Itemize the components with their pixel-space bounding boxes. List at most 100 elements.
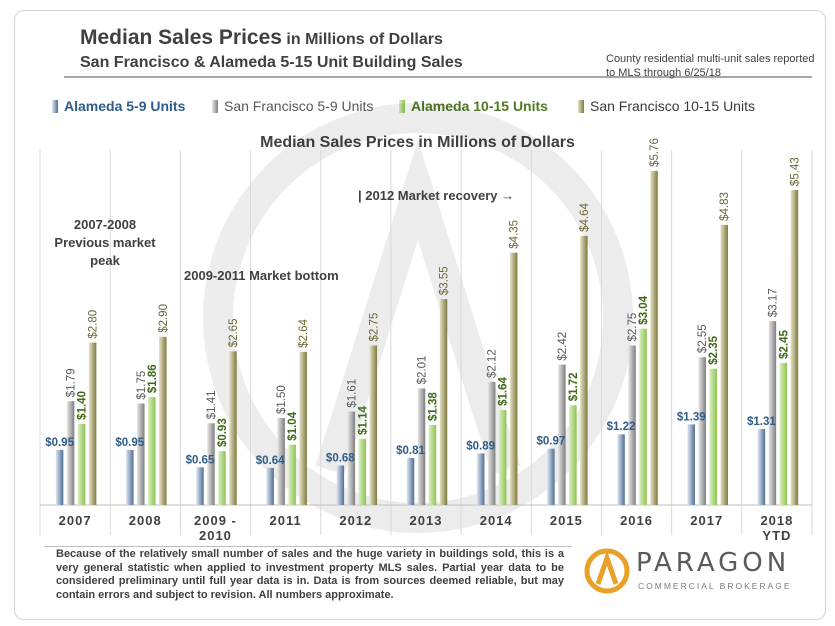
bar xyxy=(229,351,237,505)
bar xyxy=(757,429,766,505)
data-label: $1.40 xyxy=(77,391,89,420)
bar xyxy=(159,336,167,505)
data-label: $3.17 xyxy=(767,288,779,317)
data-label: $0.89 xyxy=(466,440,495,452)
bar xyxy=(650,170,658,506)
data-label: $1.50 xyxy=(276,385,288,414)
bar xyxy=(720,224,728,506)
page-subtitle: San Francisco & Alameda 5-15 Unit Buildi… xyxy=(80,54,463,71)
data-label: $0.93 xyxy=(217,418,229,447)
bar xyxy=(358,438,367,505)
data-label: $1.31 xyxy=(747,416,776,428)
data-label: $0.97 xyxy=(536,436,565,448)
bar xyxy=(709,368,717,505)
bar xyxy=(417,388,426,505)
legend-swatch xyxy=(399,99,405,113)
bar xyxy=(476,453,485,505)
chart-legend: Alameda 5-9 Units San Francisco 5-9 Unit… xyxy=(52,98,832,118)
x-tick-label: 2016 xyxy=(620,513,653,528)
bar xyxy=(207,423,215,505)
data-label: $0.95 xyxy=(45,437,74,449)
paragon-logo-icon xyxy=(584,548,630,594)
bar xyxy=(336,465,345,505)
bar xyxy=(487,382,496,505)
bar xyxy=(439,299,448,505)
bar xyxy=(288,444,296,505)
data-label: $0.81 xyxy=(396,445,425,457)
legend-item-sf-10-15: San Francisco 10-15 Units xyxy=(578,98,755,114)
legend-item-alameda-10-15: Alameda 10-15 Units xyxy=(399,98,548,114)
legend-label: San Francisco 10-15 Units xyxy=(590,98,755,114)
bar xyxy=(498,409,507,505)
bar xyxy=(580,235,588,505)
data-label: $2.80 xyxy=(88,310,100,339)
bar xyxy=(406,458,415,505)
data-label: $0.64 xyxy=(256,455,285,467)
bar xyxy=(266,467,274,505)
data-label: $1.75 xyxy=(136,371,148,400)
data-label: $2.75 xyxy=(368,313,380,342)
x-tick-label: 2008 xyxy=(129,513,162,528)
legend-item-alameda-5-9: Alameda 5-9 Units xyxy=(52,98,185,114)
bar xyxy=(299,351,307,505)
data-label: $3.55 xyxy=(439,266,451,295)
bar xyxy=(88,342,97,505)
x-tick-label: 2007 xyxy=(59,513,92,528)
title-sub: in Millions of Dollars xyxy=(281,31,443,48)
data-label: $3.04 xyxy=(638,295,650,324)
bar xyxy=(218,451,226,505)
bar xyxy=(617,434,625,505)
x-tick-label: 2017 xyxy=(690,513,723,528)
chart-x-ticks: 2007 2008 2009 -2010 2011 2012 2013 2014 2015 20… xyxy=(59,513,793,543)
legend-swatch xyxy=(52,99,58,113)
bar xyxy=(509,252,518,505)
data-label: $4.83 xyxy=(719,192,731,221)
data-label: $2.12 xyxy=(487,349,499,378)
data-label: $2.01 xyxy=(417,356,429,385)
data-label: $4.35 xyxy=(509,220,521,249)
bar xyxy=(779,362,788,505)
data-label: $5.76 xyxy=(649,138,661,167)
bar xyxy=(77,423,86,505)
logo-name: PARAGON xyxy=(636,548,791,578)
x-tick-label: 2011 xyxy=(270,513,302,528)
chart-bars xyxy=(55,170,799,506)
chart-frame xyxy=(14,10,826,620)
legend-item-sf-5-9: San Francisco 5-9 Units xyxy=(212,98,373,114)
bar xyxy=(639,328,647,505)
footer-disclaimer: Because of the relatively small number o… xyxy=(56,548,564,601)
title-main: Median Sales Prices xyxy=(80,26,282,49)
legend-label: Alameda 10-15 Units xyxy=(411,98,548,114)
data-label: $1.72 xyxy=(568,372,580,401)
bar xyxy=(137,403,145,505)
data-label: $1.86 xyxy=(147,364,159,393)
bar xyxy=(547,448,555,505)
footer-divider xyxy=(44,546,572,547)
data-label: $0.65 xyxy=(186,454,215,466)
x-tick-label: 2009 - xyxy=(194,513,237,528)
legend-label: San Francisco 5-9 Units xyxy=(224,98,374,114)
annotation-market-bottom: 2009-2011 Market bottom xyxy=(184,268,339,283)
data-label: $1.39 xyxy=(677,411,706,423)
legend-swatch xyxy=(212,99,218,113)
data-label: $2.45 xyxy=(778,330,790,359)
data-label: $1.61 xyxy=(346,379,358,408)
data-label: $1.38 xyxy=(428,392,440,421)
x-tick-label: 2015 xyxy=(550,513,583,528)
legend-label: Alameda 5-9 Units xyxy=(64,98,186,114)
data-label: $2.35 xyxy=(708,335,720,364)
title-divider xyxy=(64,76,812,78)
chart-data-labels: $0.95 $1.79$1.40 $2.80 $0.95 $1.75 $1.86 $2.90… xyxy=(45,138,801,467)
bar xyxy=(628,345,636,505)
x-tick-label: 2013 xyxy=(410,513,443,528)
bar xyxy=(66,401,75,505)
page-title: Median Sales Prices in Millions of Dolla… xyxy=(80,26,443,50)
x-tick-label: 2012 xyxy=(339,513,372,528)
bar xyxy=(569,405,577,505)
data-label: $2.90 xyxy=(158,304,170,333)
bar xyxy=(687,424,695,505)
data-label: $2.65 xyxy=(228,319,240,348)
logo-tagline: COMMERCIAL BROKERAGE xyxy=(638,581,792,591)
data-label: $0.68 xyxy=(326,453,355,465)
